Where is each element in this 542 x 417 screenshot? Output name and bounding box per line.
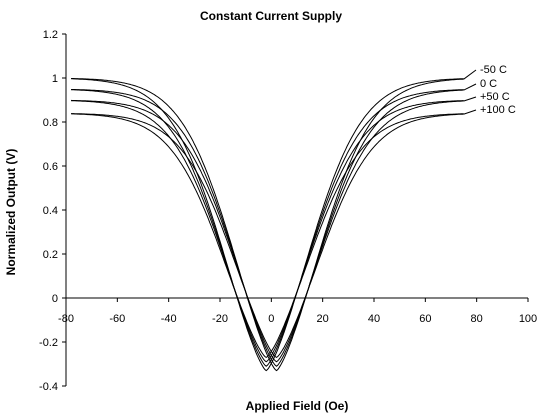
- y-tick-label: -0.4: [39, 381, 58, 393]
- series-line: [71, 89, 464, 367]
- y-tick-label: 0: [52, 293, 58, 305]
- y-tick-label: 0.6: [43, 161, 58, 173]
- x-tick-label: 0: [268, 313, 274, 325]
- series-line: [71, 89, 464, 367]
- series-line: [71, 78, 464, 372]
- x-tick-label: 100: [519, 313, 537, 325]
- series-line: [71, 113, 464, 359]
- y-tick-label: 0.4: [43, 205, 58, 217]
- x-tick-label: -60: [109, 313, 125, 325]
- series-group: [71, 78, 464, 372]
- y-tick-label: 0.2: [43, 249, 58, 261]
- legend-leader: [463, 96, 477, 102]
- series-line: [71, 100, 464, 363]
- y-tick-label: 0.8: [43, 117, 58, 129]
- y-axis-title: Normalized Output (V): [4, 149, 18, 276]
- legend-leader: [463, 109, 477, 115]
- series-line: [71, 99, 464, 363]
- x-tick-label: 60: [419, 313, 431, 325]
- legend-label: +50 C: [480, 91, 510, 103]
- y-tick-label: -0.2: [39, 337, 58, 349]
- x-tick-label: -40: [161, 313, 177, 325]
- x-tick-label: 20: [317, 313, 329, 325]
- axes: -0.4 -0.2 0 0.2 0.4 0.6 0.8 1 1.2 -80 -60 -40 -20 0 20…: [39, 29, 537, 393]
- legend-leader: [463, 69, 477, 80]
- y-tick-label: 1.2: [43, 29, 58, 41]
- legend: -50 C 0 C+50 C+100 C: [463, 64, 516, 116]
- x-tick-label: -80: [58, 313, 74, 325]
- y-tick-label: 1: [52, 73, 58, 85]
- series-line: [71, 113, 464, 359]
- x-axis-title: Applied Field (Oe): [246, 399, 349, 413]
- legend-leader: [463, 83, 477, 91]
- series-line: [71, 78, 464, 372]
- x-tick-label: 40: [368, 313, 380, 325]
- legend-label: -50 C: [480, 64, 507, 76]
- legend-label: +100 C: [480, 104, 516, 116]
- chart-title: Constant Current Supply: [200, 9, 342, 23]
- x-tick-label: -20: [212, 313, 228, 325]
- legend-label: 0 C: [480, 78, 497, 90]
- x-tick-label: 80: [471, 313, 483, 325]
